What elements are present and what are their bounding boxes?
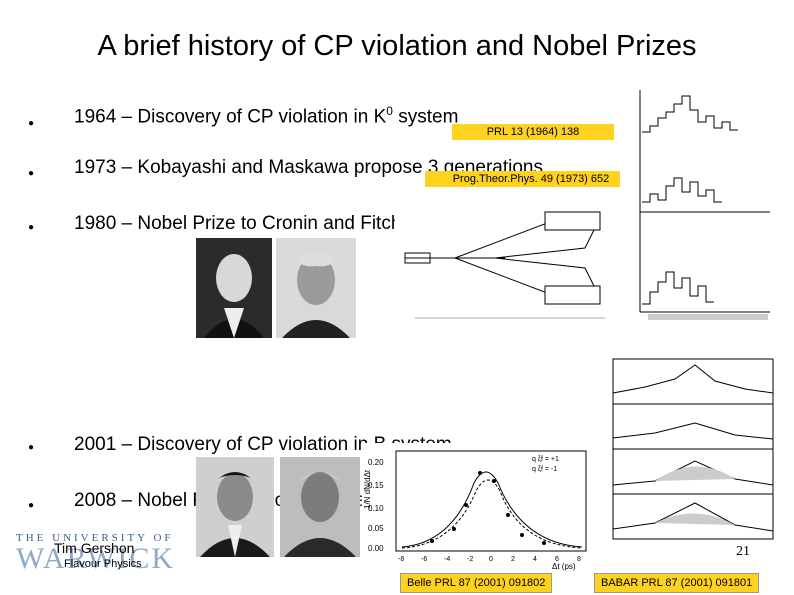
slide-number: 21 [736, 544, 750, 559]
bullet-dot: ● [28, 500, 35, 511]
portrait-icon [280, 457, 360, 557]
belle-ytick: 0.00 [368, 544, 384, 553]
bullet-dot: ● [28, 118, 35, 129]
belle-xtick: -2 [467, 556, 473, 563]
photo-fitch [276, 238, 356, 338]
belle-ytick: 0.05 [368, 524, 384, 533]
ref-prl-1964: PRL 13 (1964) 138 [452, 124, 614, 140]
belle-legend-1: q ξf = +1 [532, 456, 559, 463]
belle-xtick: 0 [489, 556, 493, 563]
ref-ptp-1973: Prog.Theor.Phys. 49 (1973) 652 [425, 171, 637, 187]
bullet-dot: ● [28, 168, 35, 179]
bullet-1964: 1964 – Discovery of CP violation in K0 s… [74, 104, 458, 128]
belle-xtick: 4 [533, 556, 537, 563]
slide-title: A brief history of CP violation and Nobe… [97, 30, 697, 62]
belle-xtick: -8 [398, 556, 404, 563]
belle-xlabel: Δt (ps) [552, 562, 576, 571]
belle-xtick: 2 [511, 556, 515, 563]
bullet-2001: 2001 – Discovery of CP violation in B sy… [74, 434, 452, 455]
belle-dt-plot: 1/N dN/dΔt 0.20 0.15 0.10 0.05 0.00 -8 -… [362, 443, 592, 571]
belle-xtick: -4 [444, 556, 450, 563]
ref-belle-2001: Belle PRL 87 (2001) 091802 [400, 573, 553, 593]
belle-ylabel: 1/N dN/dΔt [363, 469, 372, 509]
belle-ytick: 0.15 [368, 481, 384, 490]
kaon-histogram-figure [620, 82, 790, 322]
warwick-logo: THE UNIVERSITY OF WARWICK [16, 532, 186, 582]
belle-xtick: 8 [577, 556, 581, 563]
photo-maskawa [280, 457, 360, 557]
belle-ytick: 0.10 [368, 504, 384, 513]
belle-xtick: 6 [555, 556, 559, 563]
bullet-1964-sup: 0 [386, 104, 393, 118]
belle-legend-2: q ξf = -1 [532, 466, 557, 473]
ref-babar-2001: BABAR PRL 87 (2001) 091801 [594, 573, 760, 593]
portrait-icon [276, 238, 356, 338]
bullet-1980: 1980 – Nobel Prize to Cronin and Fitch [74, 213, 402, 234]
portrait-icon [196, 457, 274, 557]
babar-plot-figure [595, 353, 785, 563]
logo-main-text: WARWICK [16, 542, 175, 575]
department-label: Flavour Physics [64, 558, 142, 570]
detector-apparatus-diagram [395, 198, 620, 333]
belle-xtick: -6 [421, 556, 427, 563]
photo-kobayashi [196, 457, 274, 557]
logo-top-text: THE UNIVERSITY OF [16, 532, 174, 544]
belle-ytick: 0.20 [368, 458, 384, 467]
speaker-name: Tim Gershon [54, 540, 135, 556]
bullet-dot: ● [28, 442, 35, 453]
bullet-dot: ● [28, 222, 35, 233]
bullet-1964-suffix: system [392, 106, 459, 128]
portrait-icon [196, 238, 272, 338]
bullet-1964-text: 1964 – Discovery of CP violation in K [74, 106, 387, 128]
photo-cronin [196, 238, 272, 338]
